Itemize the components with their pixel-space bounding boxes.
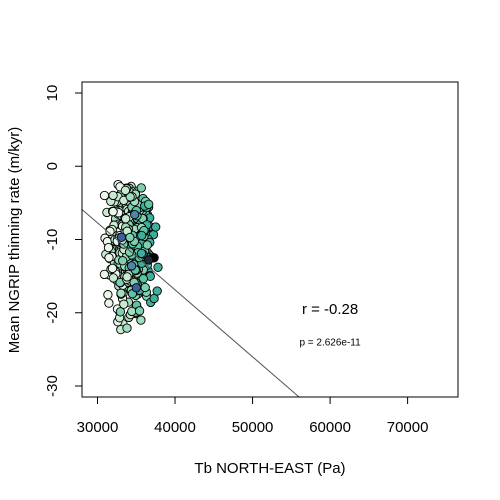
- data-point: [151, 222, 161, 232]
- data-point: [144, 199, 154, 209]
- data-point: [121, 214, 131, 224]
- data-point: [116, 232, 127, 242]
- data-point: [120, 185, 131, 196]
- data-point: [136, 183, 146, 193]
- data-point: [119, 299, 129, 309]
- data-point: [136, 315, 146, 325]
- data-point: [118, 256, 128, 266]
- data-point: [140, 282, 150, 293]
- data-point: [137, 230, 147, 241]
- data-point: [144, 255, 154, 265]
- data-point: [108, 206, 118, 217]
- data-point: [153, 262, 163, 272]
- y-tick-label: -20: [44, 302, 61, 324]
- y-tick-label: -10: [44, 229, 61, 251]
- data-point: [130, 209, 140, 220]
- data-point: [108, 190, 118, 201]
- correlation-annotation: r = -0.28: [302, 301, 358, 318]
- x-axis-label: Tb NORTH-EAST (Pa): [194, 460, 345, 477]
- x-tick-label: 70000: [387, 419, 429, 436]
- data-point: [131, 283, 141, 293]
- regression-line: [81, 209, 300, 398]
- data-point: [103, 290, 113, 300]
- y-tick-label: -30: [44, 375, 61, 397]
- y-tick-label: 10: [44, 85, 61, 102]
- fit-layer: [81, 209, 300, 398]
- data-point: [104, 253, 114, 263]
- data-point: [116, 288, 126, 298]
- x-tick-label: 60000: [309, 419, 351, 436]
- data-point: [108, 273, 119, 283]
- y-tick-label: 0: [44, 162, 61, 170]
- p-value-annotation: p = 2.626e-11: [299, 338, 361, 349]
- x-tick-label: 40000: [154, 419, 196, 436]
- data-point: [125, 192, 135, 202]
- y-axis-label: Mean NGRIP thinning rate (m/kyr): [6, 127, 23, 353]
- data-point: [127, 306, 137, 317]
- x-tick-label: 30000: [77, 419, 119, 436]
- points-layer: [99, 179, 163, 335]
- data-point: [107, 263, 118, 274]
- data-point: [105, 226, 115, 237]
- data-point: [122, 272, 132, 282]
- data-point: [99, 190, 110, 201]
- x-axis: 30000 40000 50000 60000 70000: [77, 397, 429, 436]
- data-point: [152, 286, 162, 296]
- data-point: [134, 306, 145, 316]
- data-point: [122, 323, 132, 333]
- data-point: [126, 261, 137, 271]
- data-point: [124, 247, 135, 257]
- data-point: [125, 232, 135, 243]
- data-point: [104, 298, 114, 308]
- data-point: [136, 248, 147, 259]
- data-point: [115, 307, 126, 317]
- data-point: [138, 274, 148, 284]
- data-point: [142, 240, 152, 250]
- y-axis: -30 -20 -10 0 10: [44, 85, 82, 397]
- data-point: [99, 269, 110, 280]
- data-point: [103, 242, 114, 253]
- x-tick-label: 50000: [232, 419, 274, 436]
